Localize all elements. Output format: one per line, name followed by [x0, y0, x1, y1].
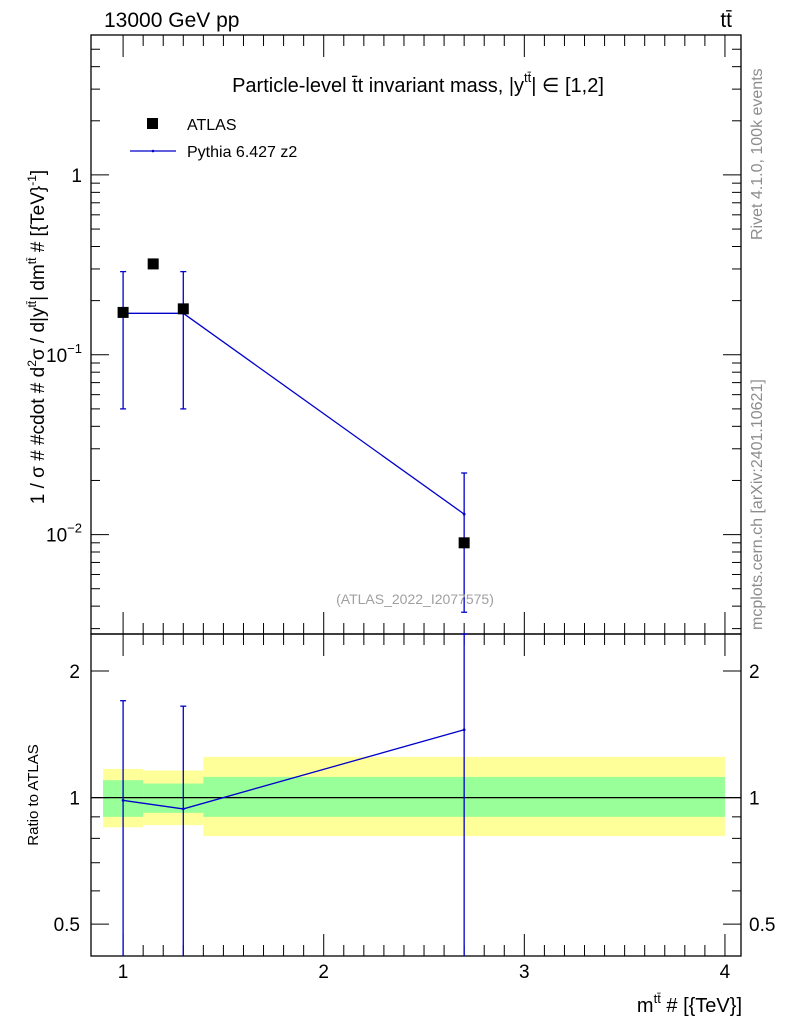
ratio-uncertainty-bands: [91, 756, 741, 837]
main-y-axis-label: 1 / σ # #cdot # d2σ / d|ytt̄| dmtt̄ # [{…: [25, 170, 49, 504]
main-y-tick-label: 1: [71, 166, 82, 187]
mcplots-label: mcplots.cern.ch [arXiv:2401.10621]: [749, 379, 766, 630]
ratio-pythia-point: [121, 798, 125, 802]
atlas-data-point: [117, 306, 129, 318]
pythia-point: [462, 512, 466, 516]
ratio-pythia-point: [181, 807, 185, 811]
x-axis-label: mtt̄ # [{TeV}]: [637, 991, 742, 1017]
main-series: [117, 258, 470, 613]
ratio-y-tick-label-right: 1: [749, 789, 760, 810]
ratio-y-tick-label-left: 2: [69, 662, 80, 683]
pythia-line: [123, 312, 465, 515]
ratio-frame: [90, 633, 742, 957]
main-y-tick-label: 10−2: [46, 521, 82, 547]
ratio-y-tick-label-left: 1: [69, 789, 80, 810]
rivet-label: Rivet 4.1.0, 100k events: [749, 68, 766, 240]
x-tick-label: 1: [118, 962, 129, 983]
ratio-series: [120, 633, 468, 956]
ratio-y-tick-label-right: 2: [749, 662, 760, 683]
ratio-y-axis-label: Ratio to ATLAS: [25, 744, 42, 845]
legend-marker-atlas: [147, 118, 158, 129]
legend-dot-pythia: [151, 149, 155, 153]
x-tick-label: 4: [720, 962, 731, 983]
atlas-data-point: [147, 258, 159, 270]
main-panel: 10−2 10−1 1 Particle-level t̄t invariant m…: [25, 34, 742, 635]
ratio-y-tick-label-left: 0.5: [54, 915, 80, 936]
process-label: tt̄: [720, 9, 732, 32]
atlas-data-point: [458, 537, 470, 549]
atlas-data-point: [177, 303, 189, 315]
beam-label: 13000 GeV pp: [104, 9, 239, 32]
ratio-y-tick-label-right: 0.5: [749, 915, 775, 936]
x-tick-label: 2: [318, 962, 329, 983]
legend-label-pythia: Pythia 6.427 z2: [187, 144, 297, 161]
legend-label-atlas: ATLAS: [187, 117, 237, 134]
plot-title: Particle-level t̄t invariant mass, |ytt̄…: [232, 70, 604, 97]
legend: ATLAS Pythia 6.427 z2: [130, 117, 297, 161]
main-y-tick-label: 10−1: [46, 341, 82, 367]
ratio-pythia-point: [462, 728, 466, 732]
analysis-watermark: (ATLAS_2022_I2077575): [336, 591, 494, 607]
ratio-axis-ticks: 0.5 0.5 1 1 2 2 1 2 3 4: [54, 633, 775, 983]
x-tick-label: 3: [519, 962, 530, 983]
ratio-panel: 0.5 0.5 1 1 2 2 1 2 3 4 Ratio to ATLAS mtt̄ # [{T…: [25, 633, 775, 1017]
